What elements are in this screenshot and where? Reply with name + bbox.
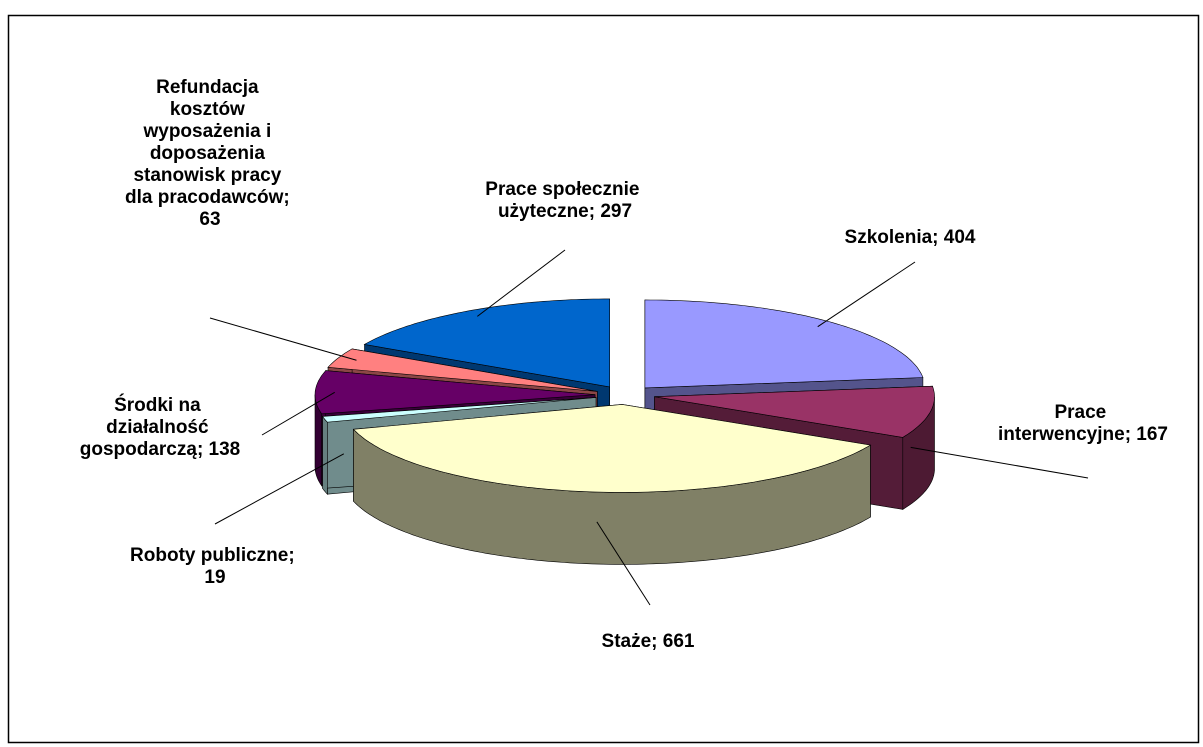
slice-wall: [322, 415, 328, 495]
data-label: Refundacja kosztów wyposażenia i doposaż…: [125, 77, 295, 230]
slice: [352, 404, 872, 565]
leader-line: [209, 317, 357, 361]
leader-line: [261, 391, 335, 436]
slice-top: [327, 348, 598, 392]
data-label: Prace społecznie użyteczne; 297: [485, 179, 644, 222]
slice-top: [654, 385, 935, 438]
slice-top: [352, 404, 872, 493]
slice-top: [644, 299, 924, 389]
data-label: Prace interwencyjne; 167: [998, 402, 1168, 445]
leader-line: [910, 446, 1089, 479]
leader-line: [214, 453, 345, 525]
slice-top: [363, 298, 610, 388]
leader-line: [477, 249, 566, 317]
slice-top: [322, 397, 597, 423]
data-label: Roboty publiczne; 19: [130, 545, 300, 588]
data-label: Szkolenia; 404: [845, 227, 976, 248]
data-label: Staże; 661: [602, 631, 695, 652]
data-label: Środki na działalność gospodarczą; 138: [80, 394, 241, 460]
leader-line: [817, 261, 916, 328]
leader-line: [596, 521, 651, 606]
slice-top: [314, 370, 596, 415]
